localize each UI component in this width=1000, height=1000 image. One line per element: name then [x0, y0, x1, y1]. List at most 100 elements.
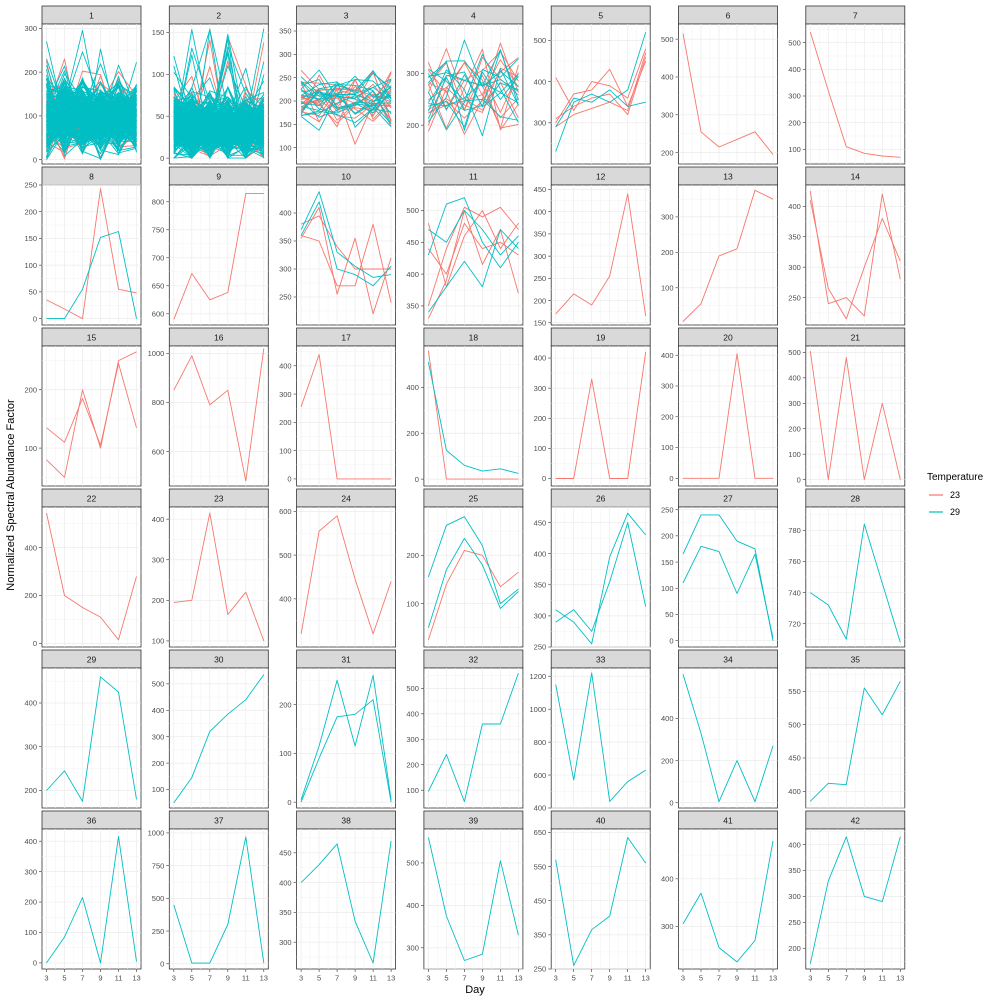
y-tick-label: 50: [665, 610, 673, 619]
y-tick-label: 500: [534, 36, 547, 45]
facet-strip-label: 9: [216, 172, 221, 182]
facet-strip-label: 16: [214, 333, 224, 343]
y-tick-label: 200: [152, 596, 165, 605]
y-tick-label: 200: [661, 148, 674, 157]
y-tick-label: 300: [534, 612, 547, 621]
y-tick-label: 400: [788, 374, 801, 383]
y-tick-label: 500: [788, 348, 801, 357]
y-tick-label: 100: [24, 444, 37, 453]
facet-strip-label: 6: [726, 11, 731, 21]
x-tick-label: 9: [735, 974, 739, 983]
y-tick-label: 100: [406, 599, 419, 608]
x-tick-label: 3: [554, 974, 558, 983]
y-tick-label: 250: [788, 918, 801, 927]
y-tick-label: 800: [152, 198, 165, 207]
legend-label-23: 23: [950, 490, 960, 500]
y-tick-label: 400: [152, 515, 165, 524]
y-tick-label: 300: [788, 399, 801, 408]
y-tick-label: 300: [534, 252, 547, 261]
y-tick-label: 350: [788, 866, 801, 875]
facet-strip-label: 37: [214, 816, 224, 826]
y-tick-label: 350: [279, 237, 292, 246]
facet-panel-21: 210100200300400500: [788, 328, 905, 486]
facet-panel-8: 8 0 50 100 150 200 250: [24, 167, 141, 325]
facet-panel-6: 6 200 300 400 500: [661, 6, 778, 164]
x-axis-title: Day: [465, 984, 485, 996]
y-tick-label: 400: [406, 270, 419, 279]
y-tick-label: 0: [797, 475, 801, 484]
y-tick-label: 400: [534, 549, 547, 558]
x-tick-label: 13: [260, 974, 268, 983]
y-tick-label: 750: [152, 226, 165, 235]
facet-strip-label: 18: [469, 333, 479, 343]
x-tick-label: 5: [444, 974, 448, 983]
y-tick-label: 0: [160, 154, 164, 163]
y-tick-label: 400: [788, 840, 801, 849]
legend-label-29: 29: [950, 507, 960, 517]
x-tick-label: 7: [590, 974, 594, 983]
y-tick-label: 250: [534, 643, 547, 652]
y-tick-label: 400: [279, 878, 292, 887]
y-tick-label: 250: [534, 965, 547, 974]
y-tick-label: 200: [24, 898, 37, 907]
y-tick-label: 100: [279, 143, 292, 152]
y-tick-label: 200: [24, 207, 37, 216]
facet-strip-label: 28: [851, 494, 861, 504]
facet-strip-label: 24: [341, 494, 351, 504]
y-tick-label: 400: [24, 837, 37, 846]
x-tick-label: 5: [826, 974, 830, 983]
y-tick-label: 400: [24, 699, 37, 708]
facet-panel-4: 4200300: [406, 6, 523, 164]
facet-strip-label: 41: [723, 816, 733, 826]
y-tick-label: 400: [661, 875, 674, 884]
y-tick-label: 1200: [530, 672, 547, 681]
facet-panel-29: 29 200 300 400: [24, 650, 141, 808]
facet-panel-39: 39 300 400 500 3 5 7 9 11 13: [406, 811, 523, 983]
y-tick-label: 300: [788, 263, 801, 272]
facet-strip-label: 2: [216, 11, 221, 21]
x-tick-label: 11: [624, 974, 632, 983]
y-tick-label: 0: [415, 475, 419, 484]
y-tick-label: 500: [279, 551, 292, 560]
y-tick-label: 0: [287, 475, 291, 484]
facet-strip-label: 11: [469, 172, 478, 182]
facet-strip-label: 23: [214, 494, 224, 504]
facet-panel-1: 10100200300: [24, 6, 141, 164]
x-tick-label: 5: [190, 974, 194, 983]
y-tick-label: 150: [152, 28, 165, 37]
facet-panel-36: 3601002003004003 5 7 9 11 13: [24, 811, 141, 983]
y-tick-label: 800: [152, 398, 165, 407]
x-tick-label: 7: [717, 974, 721, 983]
y-tick-label: 200: [661, 756, 674, 765]
x-tick-label: 11: [242, 974, 250, 983]
y-tick-label: 800: [534, 738, 547, 747]
y-tick-label: 250: [788, 293, 801, 302]
facet-strip-label: 13: [723, 172, 733, 182]
y-tick-label: 450: [279, 849, 292, 858]
x-tick-label: 11: [497, 974, 505, 983]
x-tick-label: 3: [681, 974, 685, 983]
facet-strip-label: 32: [469, 655, 479, 665]
y-tick-label: 250: [661, 505, 674, 514]
facet-strip-label: 10: [341, 172, 351, 182]
y-tick-label: 500: [406, 859, 419, 868]
facet-panel-5: 5300400500: [534, 6, 651, 164]
y-tick-label: 300: [406, 735, 419, 744]
y-tick-label: 250: [279, 293, 292, 302]
y-tick-label: 500: [661, 35, 674, 44]
x-tick-label: 13: [769, 974, 777, 983]
y-tick-label: 300: [788, 92, 801, 101]
y-tick-label: 200: [279, 418, 292, 427]
x-tick-label: 3: [172, 974, 176, 983]
y-tick-label: 200: [406, 429, 419, 438]
y-tick-label: 780: [788, 526, 801, 535]
y-tick-label: 200: [406, 551, 419, 560]
y-tick-label: 0: [33, 155, 37, 164]
y-tick-label: 300: [24, 867, 37, 876]
facet-strip-label: 39: [469, 816, 479, 826]
y-tick-label: 100: [279, 749, 292, 758]
y-tick-label: 300: [279, 265, 292, 274]
y-tick-label: 400: [406, 901, 419, 910]
y-tick-label: 200: [788, 424, 801, 433]
y-tick-label: 100: [152, 637, 165, 646]
